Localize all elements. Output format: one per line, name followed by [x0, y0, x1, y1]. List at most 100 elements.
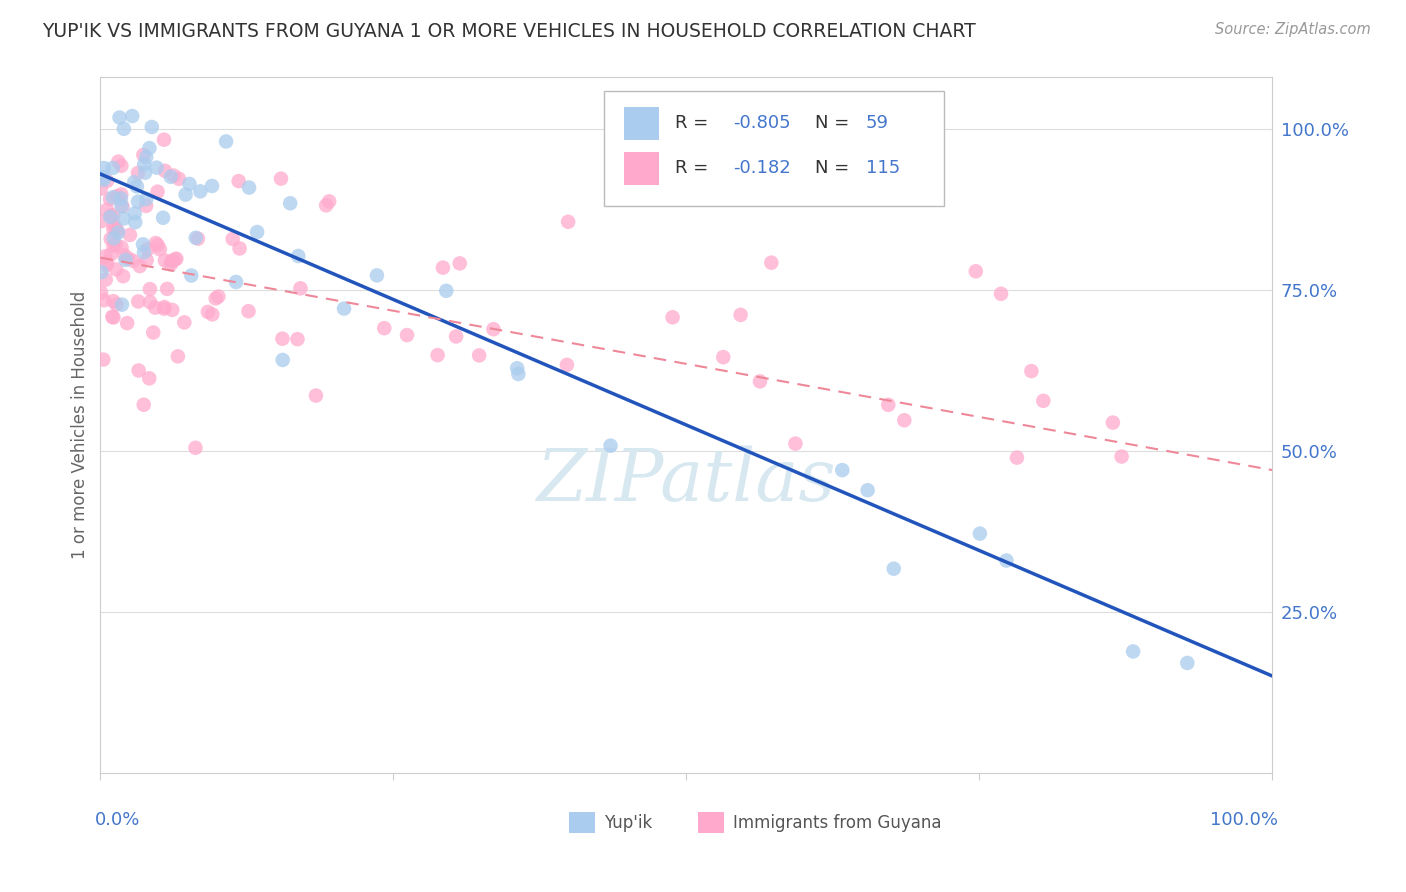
Point — [94, 272, 117, 286]
Point — [110, 240, 132, 254]
Point — [159, 169, 181, 184]
Point — [969, 526, 991, 541]
Point — [100, 209, 122, 223]
Point — [153, 133, 176, 147]
Point — [222, 232, 245, 246]
Point — [103, 219, 125, 233]
Point — [122, 253, 145, 268]
Point — [105, 189, 128, 203]
Point — [96, 202, 118, 217]
Point — [101, 209, 124, 223]
Point — [179, 177, 201, 191]
Point — [482, 322, 505, 336]
Point — [287, 332, 309, 346]
Point — [434, 284, 457, 298]
Point — [90, 285, 112, 300]
Point — [110, 199, 132, 213]
Point — [93, 173, 115, 187]
Point — [114, 252, 136, 267]
Point — [965, 264, 987, 278]
Point — [93, 170, 115, 185]
Point — [96, 258, 118, 272]
Point — [128, 259, 150, 273]
Point — [124, 206, 146, 220]
Point — [132, 398, 155, 412]
Point — [271, 353, 294, 368]
Bar — [699, 813, 724, 833]
Point — [94, 249, 117, 263]
Point — [159, 257, 181, 271]
Point — [174, 187, 197, 202]
Point — [856, 483, 879, 498]
Point — [228, 242, 250, 256]
Point — [138, 371, 160, 385]
Point — [149, 242, 172, 256]
Point — [153, 253, 176, 268]
Point — [228, 174, 250, 188]
Point — [100, 232, 122, 246]
Point — [132, 237, 155, 252]
Point — [444, 329, 467, 343]
Point — [96, 256, 118, 270]
Point — [103, 239, 125, 253]
Text: N =: N = — [815, 159, 855, 177]
Point — [127, 194, 149, 209]
Point — [105, 297, 128, 311]
Point — [246, 225, 269, 239]
Point — [271, 332, 294, 346]
Point — [112, 269, 135, 284]
Point — [117, 252, 139, 266]
Point — [135, 150, 157, 164]
Point — [127, 294, 149, 309]
Point — [167, 171, 190, 186]
Point — [366, 268, 388, 283]
Point — [134, 157, 156, 171]
Point — [160, 254, 183, 268]
Point — [187, 232, 209, 246]
Point — [877, 398, 900, 412]
Point — [153, 301, 176, 316]
Point — [315, 198, 337, 212]
Text: ZIPatlas: ZIPatlas — [537, 445, 837, 516]
Text: Immigrants from Guyana: Immigrants from Guyana — [734, 814, 942, 831]
Point — [990, 286, 1012, 301]
Point — [105, 222, 128, 236]
Point — [333, 301, 356, 316]
Point — [146, 238, 169, 252]
Point — [162, 302, 184, 317]
Point — [107, 226, 129, 240]
Point — [225, 275, 247, 289]
Point — [318, 194, 340, 209]
Text: Yup'ik: Yup'ik — [605, 814, 652, 831]
Point — [1032, 393, 1054, 408]
Point — [108, 111, 131, 125]
Y-axis label: 1 or more Vehicles in Household: 1 or more Vehicles in Household — [72, 291, 89, 559]
Point — [1021, 364, 1043, 378]
Point — [132, 245, 155, 260]
Point — [127, 166, 149, 180]
Point — [122, 175, 145, 189]
Point — [201, 307, 224, 321]
Point — [1102, 416, 1125, 430]
Point — [711, 350, 734, 364]
Point — [110, 191, 132, 205]
Point — [238, 180, 260, 194]
Text: -0.805: -0.805 — [734, 113, 792, 132]
Text: N =: N = — [815, 113, 855, 132]
Point — [661, 310, 683, 325]
Text: 115: 115 — [866, 159, 900, 177]
Text: R =: R = — [675, 159, 714, 177]
Point — [1175, 656, 1198, 670]
Point — [145, 161, 167, 175]
Point — [153, 300, 176, 314]
Point — [107, 154, 129, 169]
Point — [98, 192, 121, 206]
Point — [125, 179, 148, 194]
Point — [184, 231, 207, 245]
Point — [1005, 450, 1028, 465]
Point — [93, 293, 115, 308]
Point — [135, 253, 157, 268]
Point — [761, 255, 783, 269]
Point — [162, 254, 184, 268]
Point — [128, 363, 150, 377]
